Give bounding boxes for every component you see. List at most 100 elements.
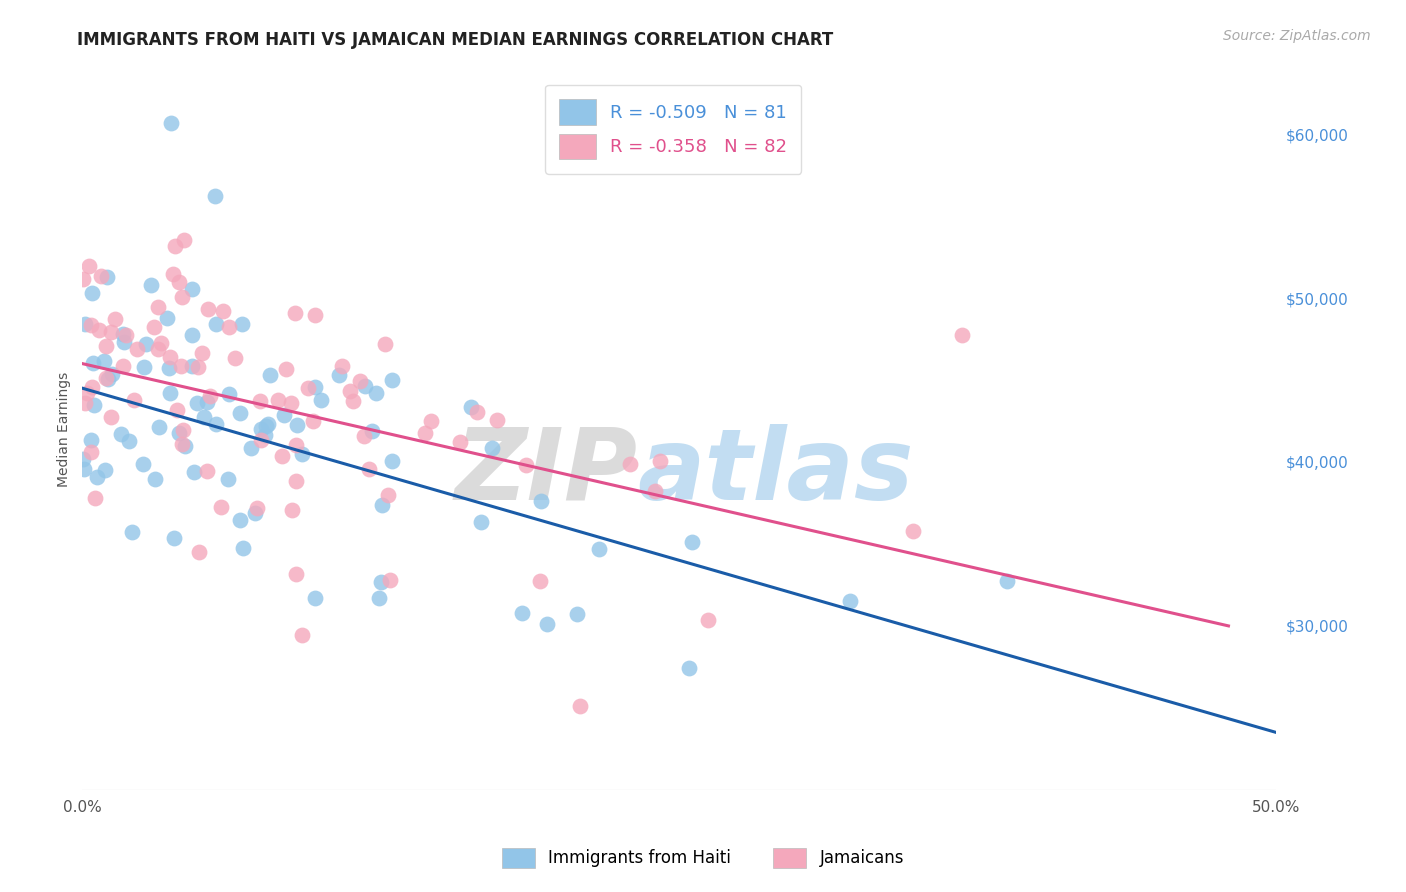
Point	[678, 661, 700, 675]
Point	[82, 356, 104, 370]
Point	[73, 317, 96, 331]
Point	[198, 389, 221, 403]
Point	[486, 413, 509, 427]
Point	[253, 428, 276, 442]
Point	[281, 502, 304, 516]
Point	[139, 278, 162, 293]
Point	[280, 395, 302, 409]
Point	[186, 396, 208, 410]
Point	[183, 466, 205, 480]
Point	[273, 409, 295, 423]
Point	[87, 323, 110, 337]
Point	[353, 429, 375, 443]
Point	[231, 318, 253, 332]
Point	[529, 574, 551, 588]
Point	[135, 337, 157, 351]
Point	[481, 441, 503, 455]
Point	[284, 566, 307, 581]
Text: Source: ZipAtlas.com: Source: ZipAtlas.com	[1223, 29, 1371, 43]
Point	[285, 418, 308, 433]
Point	[172, 423, 194, 437]
Point	[838, 594, 860, 608]
Point	[159, 350, 181, 364]
Point	[228, 406, 250, 420]
Point	[132, 457, 155, 471]
Point	[342, 393, 364, 408]
Point	[173, 233, 195, 247]
Point	[205, 317, 228, 331]
Point	[146, 342, 169, 356]
Point	[112, 334, 135, 349]
Point	[197, 301, 219, 316]
Point	[530, 494, 553, 508]
Point	[101, 367, 124, 381]
Point	[370, 574, 392, 589]
Point	[166, 403, 188, 417]
Point	[380, 373, 402, 387]
Point	[142, 319, 165, 334]
Point	[510, 606, 533, 620]
Point	[180, 327, 202, 342]
Point	[284, 306, 307, 320]
Point	[354, 379, 377, 393]
Point	[72, 451, 94, 466]
Point	[218, 319, 240, 334]
Point	[159, 116, 181, 130]
Point	[217, 472, 239, 486]
Point	[254, 419, 277, 434]
Point	[449, 434, 471, 449]
Point	[349, 374, 371, 388]
Point	[304, 380, 326, 394]
Point	[250, 433, 273, 447]
Point	[246, 501, 269, 516]
Point	[77, 259, 100, 273]
Point	[148, 420, 170, 434]
Point	[165, 239, 187, 253]
Point	[104, 311, 127, 326]
Point	[111, 326, 134, 341]
Point	[568, 698, 591, 713]
Point	[460, 400, 482, 414]
Point	[339, 384, 361, 399]
Point	[232, 541, 254, 555]
Point	[243, 506, 266, 520]
Point	[419, 414, 441, 428]
Point	[368, 591, 391, 605]
Point	[96, 269, 118, 284]
Point	[229, 513, 252, 527]
Point	[83, 399, 105, 413]
Point	[114, 328, 136, 343]
Point	[80, 285, 103, 300]
Point	[309, 392, 332, 407]
Point	[209, 500, 232, 514]
Point	[291, 447, 314, 461]
Point	[205, 417, 228, 432]
Point	[249, 394, 271, 409]
Point	[644, 483, 666, 498]
Point	[359, 462, 381, 476]
Point	[995, 574, 1018, 588]
Point	[170, 359, 193, 373]
Point	[249, 422, 271, 436]
Point	[195, 464, 218, 478]
Point	[100, 325, 122, 339]
Point	[162, 267, 184, 281]
Point	[110, 427, 132, 442]
Point	[167, 426, 190, 441]
Point	[80, 380, 103, 394]
Point	[267, 393, 290, 408]
Point	[901, 524, 924, 538]
Point	[121, 525, 143, 540]
Point	[304, 591, 326, 606]
Point	[257, 417, 280, 431]
Point	[274, 362, 297, 376]
Legend: Immigrants from Haiti, Jamaicans: Immigrants from Haiti, Jamaicans	[495, 841, 911, 875]
Point	[118, 434, 141, 448]
Point	[111, 359, 134, 374]
Point	[588, 542, 610, 557]
Point	[100, 410, 122, 425]
Point	[156, 310, 179, 325]
Point	[297, 381, 319, 395]
Point	[374, 337, 396, 351]
Point	[330, 359, 353, 373]
